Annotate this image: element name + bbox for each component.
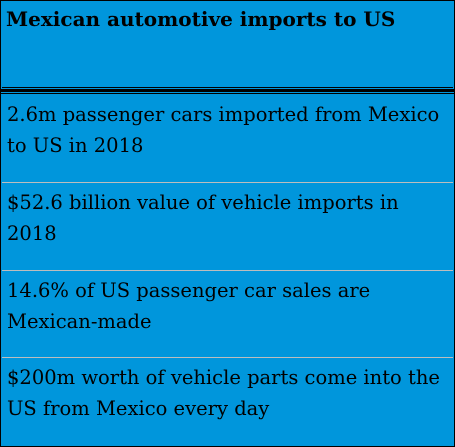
row-text: $52.6 billion value of vehicle imports i… [7, 191, 399, 245]
row-text: 14.6% of US passenger car sales are Mexi… [7, 279, 371, 333]
table-row: $52.6 billion value of vehicle imports i… [2, 183, 453, 271]
table-row: 2.6m passenger cars imported from Mexico… [2, 95, 453, 183]
header-divider-thick [1, 89, 454, 92]
row-text: 2.6m passenger cars imported from Mexico… [7, 103, 440, 157]
table-row: $200m worth of vehicle parts come into t… [2, 358, 453, 446]
table-title: Mexican automotive imports to US [6, 7, 396, 31]
row-text: $200m worth of vehicle parts come into t… [7, 366, 440, 420]
table-row: 14.6% of US passenger car sales are Mexi… [2, 271, 453, 358]
table-header: Mexican automotive imports to US [2, 2, 453, 88]
header-divider-thin [1, 93, 454, 94]
